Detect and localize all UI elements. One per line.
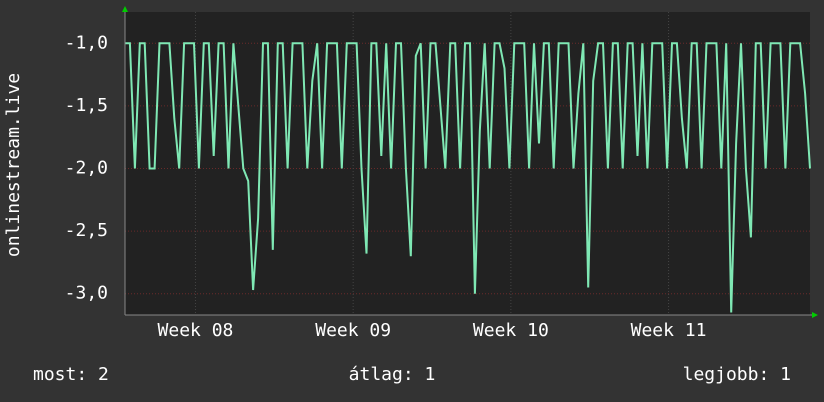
data-line: [125, 42, 811, 313]
y-axis-label: onlinestream.live: [3, 73, 24, 257]
stat-best: legjobb: 1: [683, 364, 791, 385]
y-tick-label: -2,0: [65, 158, 108, 179]
y-tick-label: -2,5: [65, 220, 108, 241]
axis-arrow: [812, 312, 818, 318]
y-tick-label: -1,0: [65, 32, 108, 53]
stat-average: átlag: 1: [349, 364, 436, 385]
x-tick-label: Week 08: [158, 320, 234, 341]
x-tick-label: Week 09: [315, 320, 391, 341]
stat-current: most: 2: [33, 364, 109, 385]
plot-area: [125, 12, 810, 315]
y-tick-label: -3,0: [65, 283, 108, 304]
y-tick-label: -1,5: [65, 95, 108, 116]
plot: [125, 12, 811, 315]
x-tick-label: Week 10: [473, 320, 549, 341]
axis-arrow: [122, 6, 128, 12]
x-tick-label: Week 11: [631, 320, 707, 341]
